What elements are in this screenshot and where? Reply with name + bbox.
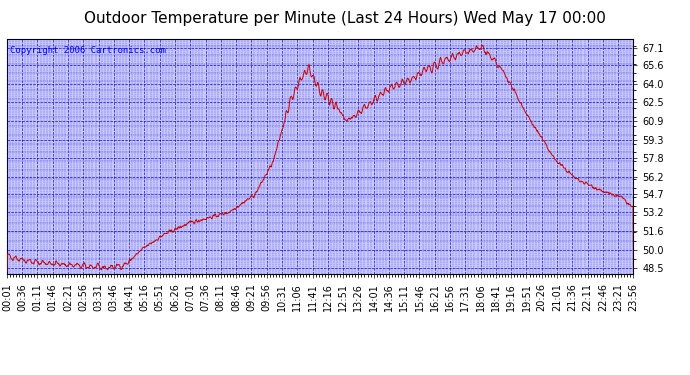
Text: Outdoor Temperature per Minute (Last 24 Hours) Wed May 17 00:00: Outdoor Temperature per Minute (Last 24 … [84, 11, 606, 26]
Text: Copyright 2006 Cartronics.com: Copyright 2006 Cartronics.com [10, 46, 166, 56]
